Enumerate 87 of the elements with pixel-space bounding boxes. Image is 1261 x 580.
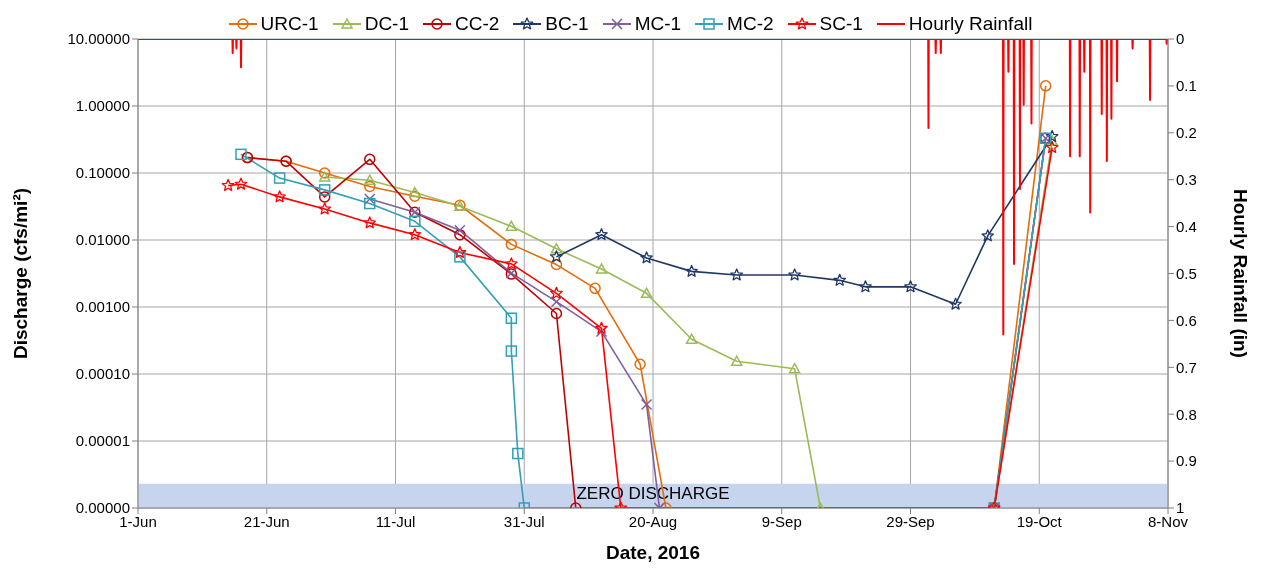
y2-tick-label: 0.2: [1176, 124, 1197, 142]
point: [550, 295, 563, 308]
point: [318, 171, 331, 182]
point: [454, 251, 466, 263]
point: [505, 220, 518, 232]
y2-tick-label: 0.3: [1176, 171, 1197, 189]
legend-label: URC-1: [260, 13, 319, 35]
x-tick-label: 29-Sep: [886, 512, 935, 530]
y-tick-label: 0.00001: [75, 432, 130, 450]
point: [859, 280, 872, 293]
point: [235, 148, 247, 161]
point: [512, 447, 524, 460]
point: [364, 197, 376, 210]
y-tick-label: 0.00010: [75, 365, 130, 383]
x-tick-label: 20-Aug: [628, 512, 678, 530]
point: [505, 257, 518, 270]
y-tick-label: 0.01000: [75, 231, 130, 249]
point: [505, 312, 518, 324]
point: [1045, 140, 1059, 154]
point: [634, 358, 646, 370]
point: [364, 153, 376, 166]
point: [505, 345, 518, 357]
x-tick-label: 31-Jul: [503, 512, 545, 530]
legend-label: SC-1: [819, 13, 863, 35]
point: [1039, 80, 1052, 92]
point: [685, 333, 698, 345]
point: [640, 251, 653, 264]
point: [589, 282, 601, 295]
y-tick-label: 1.00000: [75, 97, 130, 115]
point: [273, 172, 286, 184]
point: [453, 245, 467, 259]
point: [949, 297, 962, 310]
y-tick-label: 0.00100: [75, 298, 130, 316]
point: [640, 398, 653, 411]
point: [454, 224, 466, 236]
point: [788, 362, 801, 374]
point: [595, 321, 608, 334]
y2-tick-label: 0.8: [1176, 405, 1197, 423]
point: [981, 229, 995, 242]
legend-label: MC-2: [727, 13, 774, 35]
point: [234, 177, 248, 190]
point: [364, 193, 376, 205]
point: [595, 228, 608, 241]
legend-label: BC-1: [545, 13, 589, 35]
legend-label: CC-2: [455, 13, 500, 35]
point: [273, 190, 286, 203]
point: [550, 286, 563, 299]
point: [221, 178, 235, 192]
y2-tick-label: 0.5: [1176, 264, 1197, 282]
point: [550, 307, 563, 320]
point: [408, 228, 422, 241]
point: [788, 268, 801, 281]
x-tick-label: 11-Jul: [375, 512, 416, 530]
point: [318, 184, 331, 196]
point: [550, 243, 563, 254]
point: [1045, 129, 1059, 143]
y-axis-title: Discharge (cfs/mi²): [9, 187, 31, 360]
point: [505, 238, 518, 251]
point: [685, 264, 698, 277]
point: [409, 215, 421, 228]
y-tick-label: 10.00000: [67, 30, 130, 48]
x-tick-label: 9-Sep: [761, 512, 802, 530]
point: [550, 250, 563, 263]
point: [833, 273, 847, 286]
legend-label: MC-1: [634, 13, 682, 35]
x-tick-label: 21-Jun: [243, 512, 290, 530]
x-tick-label: 19-Oct: [1016, 512, 1063, 530]
y2-axis-title: Hourly Rainfall (in): [1230, 189, 1252, 358]
legend-label: Hourly Rainfall: [908, 13, 1033, 35]
point: [730, 355, 743, 366]
point: [730, 268, 744, 281]
point: [640, 287, 653, 299]
legend-label: DC-1: [364, 13, 409, 35]
point: [409, 186, 421, 198]
y2-tick-label: 0.4: [1176, 217, 1197, 235]
y2-tick-label: 0.6: [1176, 311, 1197, 329]
point: [318, 202, 332, 215]
point: [363, 216, 377, 229]
y2-tick-label: 0.7: [1176, 358, 1197, 376]
point: [595, 263, 608, 274]
y2-tick-label: 0: [1176, 30, 1185, 48]
point: [904, 280, 917, 293]
x-axis-title: Date, 2016: [605, 542, 701, 563]
y2-tick-label: 0.9: [1176, 452, 1197, 470]
y2-tick-label: 0.1: [1176, 77, 1197, 95]
y-tick-label: 0.10000: [75, 164, 130, 182]
point: [364, 174, 376, 185]
